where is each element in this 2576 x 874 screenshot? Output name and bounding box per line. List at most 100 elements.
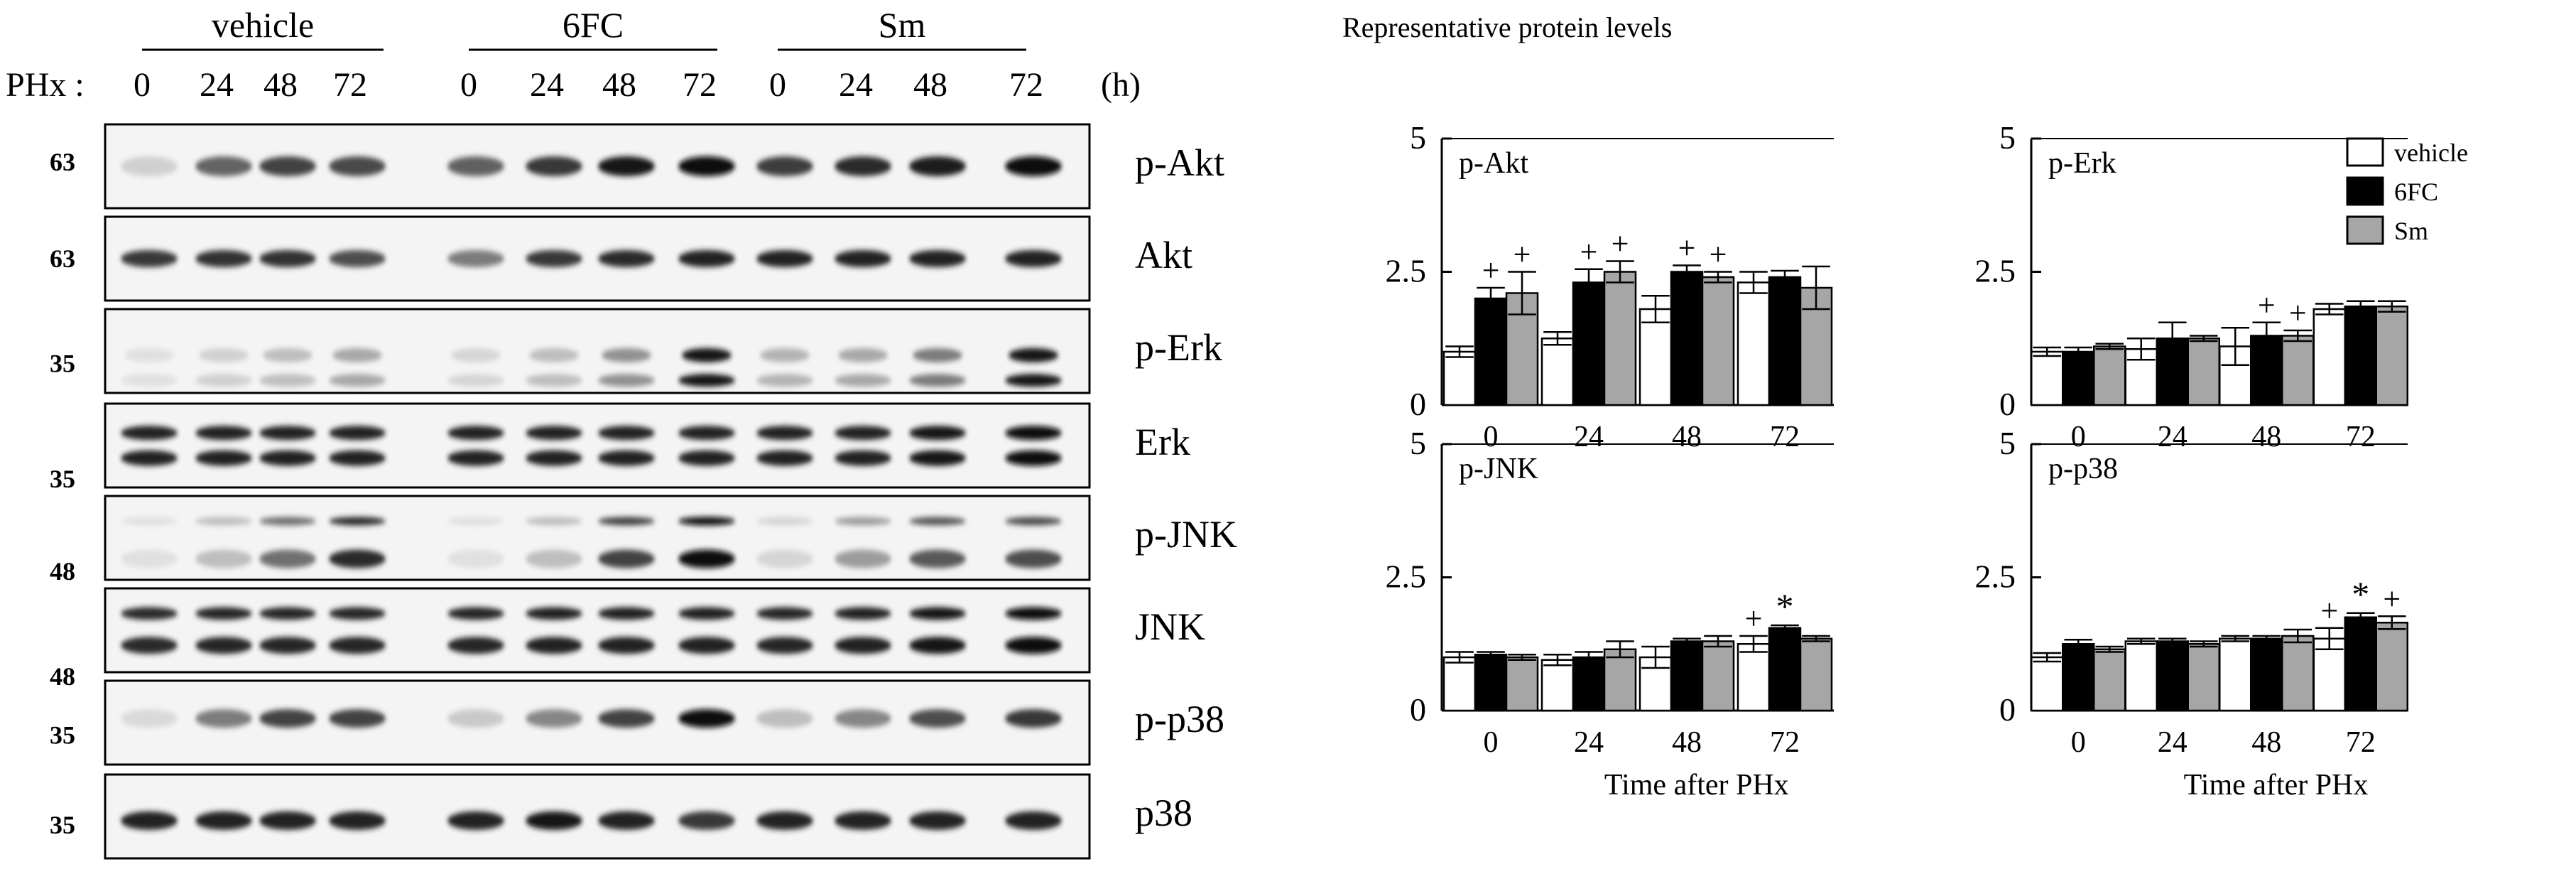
significance-mark: + [1745,601,1763,636]
blot-band [678,426,735,441]
legend-label: vehicle [2394,139,2468,167]
significance-mark: + [1710,237,1727,272]
blot-band [329,450,386,466]
x-tick-label: 0 [2071,421,2086,453]
blot-row: JNK 48 [50,587,1205,691]
bar-sm [1701,276,1735,406]
error-bar [1739,271,1768,294]
blot-band [121,450,178,466]
x-tick-label: 48 [1672,421,1702,453]
mw-marker-label: 35 [50,811,75,839]
blot-band [526,607,582,620]
bar-sm [2093,648,2126,712]
protein-label: Erk [1135,421,1190,463]
blot-band [121,607,178,620]
significance-mark: + [1612,227,1629,261]
error-bar [2158,637,2187,645]
blot-band [598,250,655,267]
blot-band [447,607,504,620]
blot-band [756,374,813,387]
blot-band [124,347,174,362]
error-bar [1445,651,1474,664]
error-bar [1641,645,1670,669]
blot-band [329,374,386,387]
blot-band [756,709,813,728]
x-tick-label: 72 [1770,421,1800,453]
blot-band [526,517,582,526]
blot-band [678,156,735,176]
error-bar [1477,651,1505,659]
y-tick-label: 0 [1410,386,1426,422]
protein-label: p-Erk [1135,326,1222,369]
error-bar [1445,345,1474,358]
bar-chart-p-p38: 0 2.5 5 p-p38 0 24 48 72 + * + Time after PHx [1975,425,2408,802]
blot-band [195,607,252,620]
blot-band [598,549,655,568]
blot-band [329,426,386,441]
error-bar [2283,329,2313,342]
blot-band [678,709,735,728]
y-tick-label: 5 [1410,119,1426,156]
x-axis-label: Time after PHx [2184,769,2369,802]
error-bar [2221,327,2250,366]
blot-band [909,811,966,830]
x-axis-label: Time after PHx [1604,769,1789,802]
error-bar [1606,640,1634,659]
blot-band [526,156,582,176]
lane-time-label: 0 [769,66,786,104]
blot-band [756,156,813,176]
blot-band [1005,250,1062,267]
blot-band [835,426,891,441]
bar-vehicle [2219,637,2252,712]
blot-band [909,517,966,526]
blot-band [526,450,582,466]
blot-band [526,637,582,654]
bar-vehicle [2124,640,2158,712]
legend-swatch-vehicle [2346,137,2384,167]
blot-band [756,450,813,466]
protein-label: JNK [1135,605,1205,648]
bar-6fc [1670,640,1704,712]
x-tick-label: 24 [1574,726,1604,759]
blot-band [678,811,735,830]
blot-band [909,250,966,267]
error-bar [1508,271,1536,315]
bar-6fc [2344,306,2377,406]
blot-rows: p-Akt63Akt63p-Erk35Erk35p-JNK48JNK48p-p3… [50,123,1237,860]
error-bar [1771,269,1799,285]
blot-band [1005,426,1062,441]
significance-mark: + [2320,593,2338,628]
blot-band [195,709,252,728]
bar-vehicle [2313,308,2346,406]
blot-band [1005,637,1062,654]
lane-time-label: 48 [913,66,947,104]
error-bar [2377,300,2406,313]
blot-band [756,607,813,620]
blot-band [909,607,966,620]
blot-header: vehicle 6FC Sm PHx : 0 24 48 72 0 24 48 72 0 24 48 72 (h… [6,5,1141,104]
blot-band [195,549,252,568]
error-bar [2064,639,2093,649]
blot-band [909,450,966,466]
blot-band [259,426,316,441]
blot-band [756,517,813,526]
x-tick-label: 24 [1574,421,1604,453]
bar-sm [1701,640,1735,712]
protein-label: p38 [1135,792,1192,834]
blot-band [598,374,655,387]
bar-charts: 0 2.5 5 p-Akt 0 24 48 72 + + + + + +0 2.5 5 p-Erk 0 24 48 72… [1386,119,2468,802]
error-bar [2315,303,2344,315]
blot-band [909,549,966,568]
y-tick-label: 5 [1999,119,2016,156]
western-blot-panel: vehicle 6FC Sm PHx : 0 24 48 72 0 24 48 72 0 24 48 72 (h… [6,5,1237,860]
bar-chart-p-akt: 0 2.5 5 p-Akt 0 24 48 72 + + + + + + [1386,119,1834,453]
error-bar [1739,635,1768,653]
figure-title: Representative protein levels [1342,11,1672,43]
blot-band [329,811,386,830]
bar-sm [2375,622,2408,712]
blot-band [756,549,813,568]
blot-band [329,517,386,526]
blot-band [835,709,891,728]
blot-band [121,811,178,830]
